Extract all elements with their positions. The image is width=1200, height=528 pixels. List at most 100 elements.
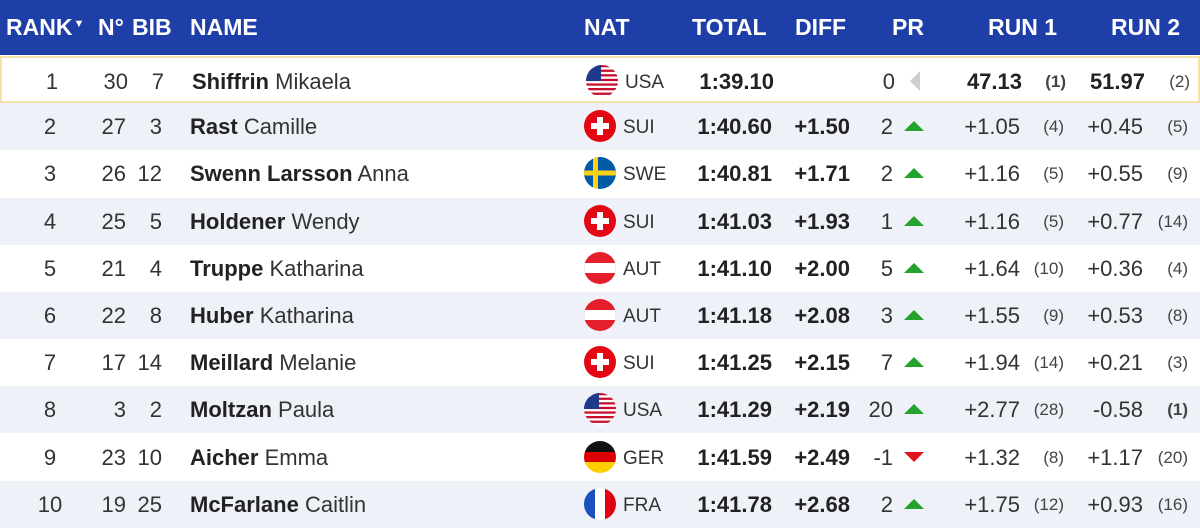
last-name: Meillard — [190, 350, 274, 376]
run1-rank: (8) — [1043, 447, 1064, 467]
run2-rank: (9) — [1167, 164, 1188, 184]
table-row[interactable]: 6 22 8 Huber Katharina AUT 1:41.18 +2.08 3 +1.55… — [0, 292, 1200, 339]
last-name: Rast — [190, 114, 238, 140]
bib-cell: 12 — [137, 161, 162, 187]
total-time: 1:41.78 — [697, 491, 772, 517]
position-up-icon — [904, 404, 924, 415]
last-name: Holdener — [190, 208, 286, 234]
run2-rank: (2) — [1169, 72, 1190, 91]
run1-time: +1.05 — [964, 114, 1020, 140]
table-header: RANK▼ N° BIB NAME NAT TOTAL DIFF PR RUN … — [0, 0, 1200, 55]
nation-code: SUI — [623, 117, 655, 139]
position-change: -1 — [873, 444, 893, 470]
bib-header[interactable]: BIB — [132, 14, 172, 40]
athlete-name[interactable]: Moltzan Paula — [190, 397, 334, 423]
run2-rank: (20) — [1157, 447, 1188, 467]
total-time: 1:41.18 — [697, 303, 772, 328]
rank-cell: 9 — [43, 444, 57, 470]
athlete-name[interactable]: Truppe Katharina — [190, 256, 364, 282]
first-name: Anna — [357, 161, 409, 187]
bib-cell: 7 — [151, 69, 164, 94]
bib-cell: 14 — [137, 350, 162, 376]
run2-time: 51.97 — [1089, 69, 1145, 94]
run2-rank: (3) — [1167, 353, 1188, 373]
run2-rank: (5) — [1167, 117, 1188, 137]
nation-code: SUI — [623, 353, 655, 375]
run2-rank: (4) — [1167, 258, 1188, 278]
bib-cell: 25 — [137, 491, 162, 517]
run1-header[interactable]: RUN 1 — [988, 14, 1058, 40]
start-number-cell: 19 — [101, 491, 126, 517]
athlete-name[interactable]: Huber Katharina — [190, 303, 354, 329]
run1-rank: (14) — [1033, 353, 1064, 373]
run1-time: +1.55 — [964, 303, 1020, 328]
usa-flag-icon — [584, 393, 616, 426]
run2-rank: (14) — [1157, 211, 1188, 231]
run2-time: -0.58 — [1092, 397, 1143, 423]
position-up-icon — [904, 357, 924, 368]
diff-header[interactable]: DIFF — [795, 14, 847, 40]
athlete-name[interactable]: Rast Camille — [190, 114, 317, 140]
position-up-icon — [904, 215, 924, 226]
position-up-icon — [904, 262, 924, 273]
last-name: Truppe — [190, 255, 264, 281]
table-row[interactable]: 7 17 14 Meillard Melanie SUI 1:41.25 +2.15 7 +1.… — [0, 339, 1200, 386]
nation-code: USA — [625, 72, 665, 93]
table-row[interactable]: 10 19 25 McFarlane Caitlin FRA 1:41.78 +2.68 2 +… — [0, 480, 1200, 528]
pr-header[interactable]: PR — [892, 14, 924, 40]
start-number-cell: 17 — [101, 350, 126, 376]
first-name: Camille — [243, 114, 318, 140]
run1-time: +1.16 — [964, 161, 1020, 187]
total-time: 1:40.60 — [697, 114, 772, 140]
bib-cell: 10 — [137, 444, 162, 470]
first-name: Mikaela — [275, 69, 351, 94]
run1-rank: (12) — [1033, 494, 1064, 514]
run2-time: +0.45 — [1087, 114, 1143, 140]
first-name: Katharina — [269, 255, 364, 281]
athlete-name[interactable]: Meillard Melanie — [190, 350, 356, 376]
position-up-icon — [904, 168, 924, 179]
athlete-name[interactable]: McFarlane Caitlin — [190, 492, 366, 518]
table-row[interactable]: 3 26 12 Swenn Larsson Anna SWE 1:40.81 +1.71 2 +… — [0, 150, 1200, 197]
name-header[interactable]: NAME — [190, 14, 258, 40]
sui-flag-icon — [584, 346, 616, 379]
first-name: Emma — [264, 444, 329, 470]
position-change: 3 — [880, 303, 893, 328]
table-row[interactable]: 9 23 10 Aicher Emma GER 1:41.59 +2.49 -1 +1.32 (8… — [0, 434, 1200, 481]
run1-rank: (4) — [1043, 117, 1064, 137]
total-time: 1:39.10 — [699, 69, 774, 94]
nation-code: GER — [623, 447, 665, 469]
run2-header[interactable]: RUN 2 — [1111, 14, 1181, 40]
run1-rank: (9) — [1043, 306, 1064, 325]
sui-flag-icon — [584, 204, 616, 237]
athlete-name[interactable]: Aicher Emma — [190, 445, 328, 471]
rank-header[interactable]: RANK▼ — [6, 14, 85, 40]
table-row[interactable]: 2 27 3 Rast Camille SUI 1:40.60 +1.50 2 +1.05 (4)… — [0, 103, 1200, 151]
run1-time: 47.13 — [966, 69, 1022, 94]
diff-time: +2.00 — [794, 255, 850, 281]
total-header[interactable]: TOTAL — [692, 14, 767, 40]
athlete-name[interactable]: Swenn Larsson Anna — [190, 161, 409, 187]
last-name: Huber — [190, 303, 254, 328]
last-name: Shiffrin — [192, 69, 269, 94]
sort-down-icon[interactable]: ▼ — [73, 18, 85, 30]
diff-time: +2.68 — [794, 491, 850, 517]
start-number-cell: 25 — [101, 208, 126, 234]
position-change: 1 — [880, 208, 893, 234]
run1-time: +1.16 — [964, 208, 1020, 234]
usa-flag-icon — [586, 65, 618, 97]
run2-time: +0.93 — [1087, 491, 1143, 517]
table-row[interactable]: 8 3 2 Moltzan Paula USA 1:41.29 +2.19 20 +2.77 (2… — [0, 386, 1200, 434]
start-number-cell: 30 — [103, 69, 128, 94]
no-header[interactable]: N° — [98, 14, 124, 40]
run2-time: +0.77 — [1087, 208, 1143, 234]
table-row[interactable]: 5 21 4 Truppe Katharina AUT 1:41.10 +2.00 5 +1.6… — [0, 245, 1200, 292]
position-change: 2 — [880, 491, 893, 517]
table-row[interactable]: 4 25 5 Holdener Wendy SUI 1:41.03 +1.93 1 +1.16 (… — [0, 197, 1200, 245]
run1-rank: (10) — [1033, 258, 1064, 278]
athlete-name[interactable]: Shiffrin Mikaela — [192, 69, 351, 95]
nat-header[interactable]: NAT — [584, 14, 630, 40]
athlete-name[interactable]: Holdener Wendy — [190, 209, 360, 235]
table-row[interactable]: 1 30 7 Shiffrin Mikaela USA 1:39.10 0 47.13 (1) 5… — [0, 56, 1200, 103]
start-number-cell: 23 — [101, 444, 126, 470]
